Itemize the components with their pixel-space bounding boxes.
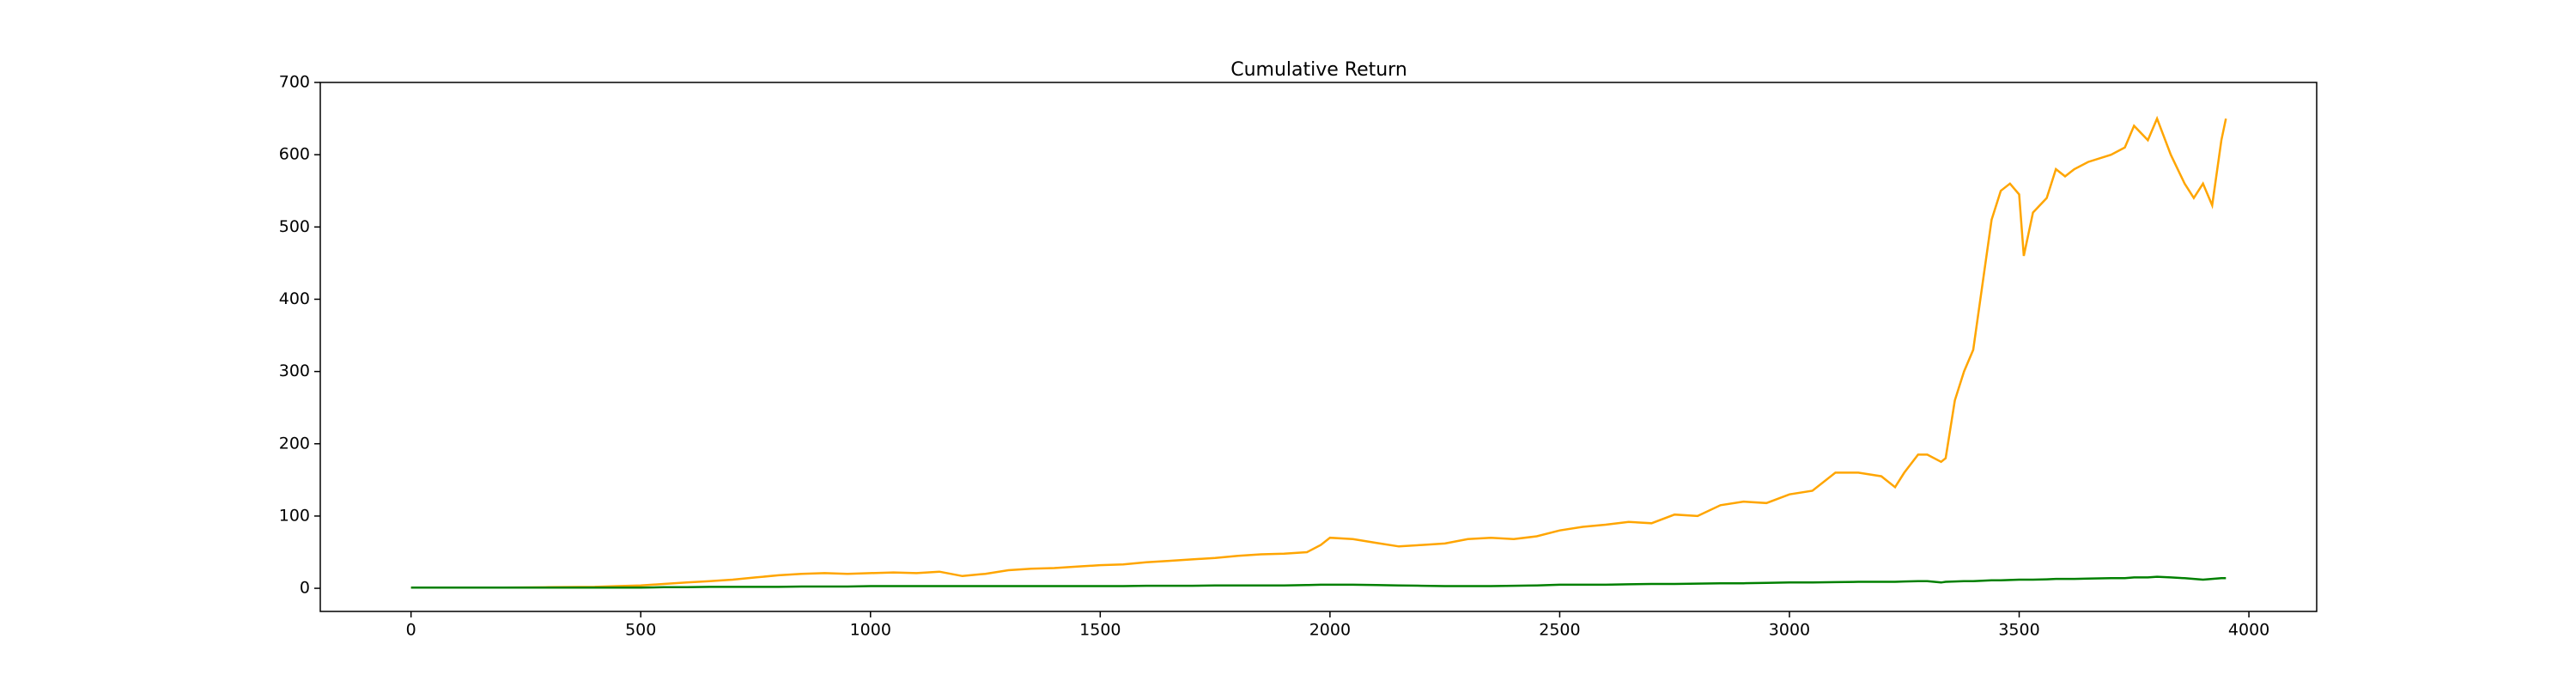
x-tick-label: 2500 xyxy=(1539,621,1580,640)
line-series xyxy=(410,115,2227,589)
y-tick-label: 0 xyxy=(300,579,310,598)
x-tick-label: 2000 xyxy=(1309,621,1351,640)
plot-frame xyxy=(319,82,2318,612)
x-tick-label: 0 xyxy=(406,621,416,640)
x-tick-label: 3500 xyxy=(1998,621,2039,640)
y-tick-label: 400 xyxy=(279,289,310,308)
x-tick-label: 1500 xyxy=(1079,621,1121,640)
y-tick-label: 200 xyxy=(279,434,310,453)
y-tick-label: 100 xyxy=(279,506,310,525)
chart-title: Cumulative Return xyxy=(1230,59,1407,81)
y-tick-label: 600 xyxy=(279,145,310,164)
line-series xyxy=(410,575,2227,589)
x-tick-label: 4000 xyxy=(2228,621,2269,640)
y-tick-label: 300 xyxy=(279,362,310,380)
y-tick-label: 500 xyxy=(279,217,310,236)
x-tick-label: 3000 xyxy=(1769,621,1810,640)
x-tick-label: 500 xyxy=(625,621,656,640)
y-tick-label: 700 xyxy=(279,73,310,92)
x-tick-label: 1000 xyxy=(850,621,891,640)
